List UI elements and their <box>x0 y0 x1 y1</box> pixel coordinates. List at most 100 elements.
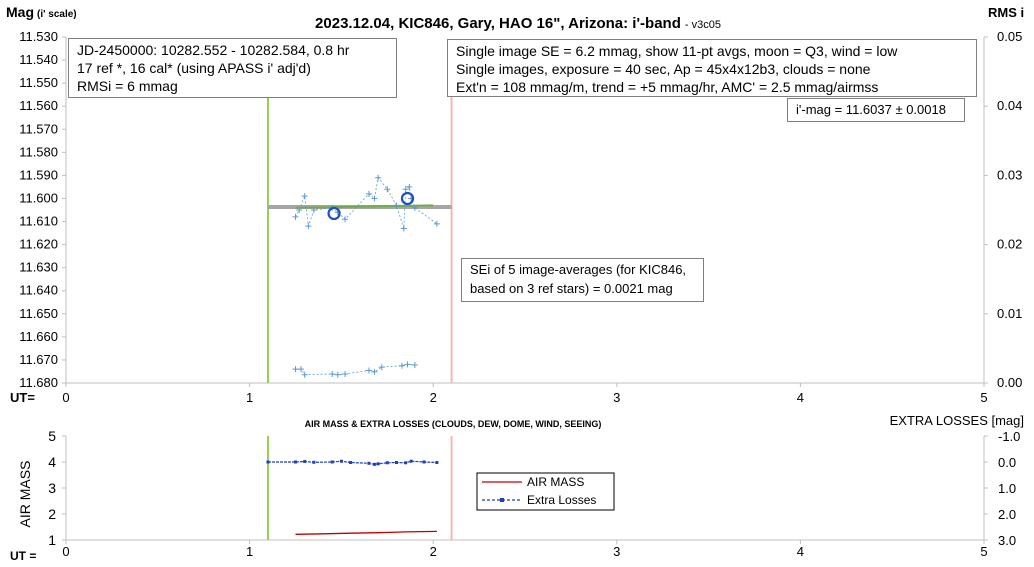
rms-point <box>329 371 336 378</box>
target-mag-point <box>406 183 413 190</box>
bottom-y-tick-label: 2 <box>48 506 56 522</box>
rms-point <box>334 371 341 378</box>
y-tick-label: 11.590 <box>19 167 58 182</box>
y-tick-label: 11.680 <box>19 375 58 390</box>
y-tick-label: 11.610 <box>19 214 58 229</box>
target-mag-point <box>400 225 407 232</box>
bottom-title: AIR MASS & EXTRA LOSSES (CLOUDS, DEW, DO… <box>305 419 602 429</box>
target-mag-point <box>301 193 308 200</box>
y-tick-label: 11.640 <box>19 283 58 298</box>
x-tick-label: 1 <box>246 390 253 405</box>
extra-losses-point <box>294 460 297 464</box>
y2-tick-label: 0.01 <box>997 306 1022 321</box>
legend-airmass-label: AIR MASS <box>527 475 584 489</box>
info-line: Ext'n = 108 mmag/m, trend = +5 mmag/hr, … <box>456 79 879 95</box>
rms-point <box>378 364 385 371</box>
rms-line <box>295 363 415 376</box>
legend-losses-label: Extra Losses <box>527 493 596 507</box>
y-tick-label: 11.620 <box>19 237 58 252</box>
legend-losses-marker <box>500 498 504 502</box>
bottom-y-axis-label: AIR MASS <box>17 461 33 528</box>
target-mag-point <box>411 204 418 211</box>
bottom-y-tick-label: 1 <box>48 532 56 548</box>
airmass-line <box>295 530 437 535</box>
bottom-y-tick-label: 5 <box>48 428 56 444</box>
legend: AIR MASS Extra Losses <box>476 472 615 511</box>
target-mag-point <box>384 186 391 193</box>
bottom-x-tick-label: 0 <box>62 544 69 559</box>
target-mag-point <box>375 174 382 181</box>
bottom-y2-tick-label: 1.0 <box>998 481 1016 496</box>
extra-losses-point <box>376 462 380 466</box>
y-tick-label: 11.650 <box>19 306 58 321</box>
rms-point <box>411 362 418 369</box>
y-tick-label: 11.630 <box>19 260 58 275</box>
bottom-y-tick-label: 4 <box>48 454 56 470</box>
average-point <box>327 206 341 221</box>
y2-tick-label: 0.05 <box>997 29 1022 44</box>
y-tick-label: 11.540 <box>19 52 58 67</box>
x-tick-label: 2 <box>430 390 437 405</box>
average-point <box>400 191 415 206</box>
main-title: 2023.12.04, KIC846, Gary, HAO 16", Arizo… <box>315 15 721 32</box>
extra-losses-point <box>303 459 307 463</box>
y-tick-label: 11.660 <box>19 329 58 344</box>
extra-losses-point <box>435 461 439 465</box>
rms-point <box>365 367 372 374</box>
sei-box: SEi of 5 image-averages (for KIC846, bas… <box>461 258 704 302</box>
extra-losses-point <box>349 461 353 465</box>
rms-point <box>292 366 299 373</box>
extra-losses-point <box>422 460 426 464</box>
rms-point <box>398 362 405 369</box>
info-line: Single image SE = 6.2 mmag, show 11-pt a… <box>456 43 898 59</box>
target-mag-point <box>433 220 440 227</box>
rms-point <box>342 371 349 378</box>
y-tick-label: 11.570 <box>19 121 58 136</box>
y2-tick-label: 0.03 <box>997 167 1022 182</box>
target-mag-point <box>365 190 372 197</box>
extra-losses-point <box>312 460 316 464</box>
bottom-y-tick-label: 3 <box>48 480 56 496</box>
y2-tick-label: 0.00 <box>997 375 1022 390</box>
rms-point <box>301 371 308 378</box>
extra-losses-point <box>330 460 334 464</box>
bottom-x-tick-label: 4 <box>797 544 804 559</box>
info-line: RMSi = 6 mmag <box>77 78 178 94</box>
target-mag-point <box>292 213 299 220</box>
extra-losses-point <box>394 461 398 465</box>
target-mag-point <box>371 195 378 202</box>
y-tick-label: 11.580 <box>19 144 58 159</box>
rms-point <box>298 366 305 373</box>
info-box-settings: Single image SE = 6.2 mmag, show 11-pt a… <box>447 39 977 97</box>
bottom-y2-axis-label: EXTRA LOSSES [mag] <box>890 413 1024 428</box>
extra-losses-point <box>339 459 343 463</box>
bottom-y2-tick-label: 0.0 <box>998 455 1016 470</box>
legend-box <box>476 472 615 511</box>
info-line: 17 ref *, 16 cal* (using APASS i' adj'd) <box>77 60 311 76</box>
x-tick-label: 0 <box>62 390 69 405</box>
y2-tick-label: 0.02 <box>997 237 1022 252</box>
bottom-x-tick-label: 3 <box>613 544 620 559</box>
y2-axis-label: RMS i <box>988 5 1024 20</box>
trend-line <box>295 204 434 209</box>
info-line: JD-2450000: 10282.552 - 10282.584, 0.8 h… <box>77 42 350 58</box>
bottom-y2-tick-label: 2.0 <box>998 507 1016 522</box>
imag-result: i'-mag = 11.6037 ± 0.0018 <box>796 102 946 117</box>
x-axis-label: UT= <box>10 390 35 405</box>
info-box-observation: JD-2450000: 10282.552 - 10282.584, 0.8 h… <box>68 38 397 98</box>
target-mag-point <box>342 216 349 223</box>
extra-losses-line <box>268 460 437 465</box>
x-tick-label: 4 <box>797 390 804 405</box>
y-tick-label: 11.560 <box>19 98 58 113</box>
bottom-x-axis-label: UT = <box>10 549 36 563</box>
y-tick-label: 11.600 <box>19 190 58 205</box>
sei-line: based on 3 ref stars) = 0.0021 mag <box>470 281 673 296</box>
target-mag-point <box>305 223 312 230</box>
extra-losses-point <box>409 459 413 463</box>
bottom-x-tick-label: 2 <box>430 544 437 559</box>
target-mag-point <box>393 202 400 209</box>
y-axis-label: Mag (i' scale) <box>6 4 77 20</box>
bottom-y2-tick-label: -1.0 <box>998 429 1020 444</box>
target-mag-point <box>310 207 317 213</box>
y-tick-label: 11.550 <box>19 75 58 90</box>
